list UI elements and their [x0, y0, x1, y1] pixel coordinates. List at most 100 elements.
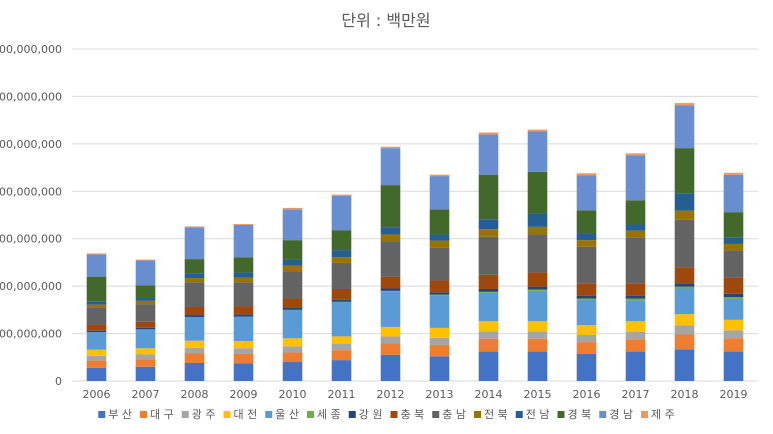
bar-segment — [233, 348, 254, 354]
bar-segment — [576, 298, 597, 300]
bar-segment — [527, 234, 548, 273]
bar-segment — [184, 259, 205, 274]
bar-segment — [331, 288, 352, 300]
legend-label: 세 종 — [317, 408, 341, 421]
y-tick-label: 600,000,000 — [0, 90, 62, 103]
bar-segment — [429, 234, 450, 241]
bar-segment — [380, 288, 401, 291]
bar-segment — [233, 224, 254, 258]
bar-segment — [282, 240, 303, 260]
bar-segment — [282, 209, 303, 241]
bar-segment — [674, 148, 695, 194]
legend-label: 전 북 — [484, 408, 508, 421]
bar-segment — [429, 356, 450, 381]
bar-segment — [380, 326, 401, 337]
bar-segment — [86, 332, 107, 350]
chart-title: 단위 : 백만원 — [341, 11, 430, 30]
bar-segment — [135, 321, 156, 328]
legend-swatch — [348, 411, 356, 418]
bar-segment — [674, 210, 695, 220]
bar-segment — [478, 331, 499, 339]
bar-segment — [625, 237, 646, 284]
x-tick-label: 2012 — [377, 388, 405, 401]
bar-segment — [233, 316, 254, 342]
bar-segment — [576, 246, 597, 284]
bar-segment — [282, 207, 303, 210]
bar-segment — [331, 194, 352, 197]
bars — [86, 103, 744, 381]
bar-segment — [282, 259, 303, 266]
bar-segment — [527, 289, 548, 291]
bar-segment — [233, 277, 254, 283]
bar-segment — [429, 209, 450, 235]
bar-segment — [380, 276, 401, 289]
legend-swatch — [98, 411, 106, 418]
y-tick-label: 400,000,000 — [0, 185, 62, 198]
bar-segment — [723, 330, 744, 339]
bar-segment — [625, 224, 646, 231]
bar-segment — [184, 353, 205, 363]
legend-swatch — [181, 411, 189, 418]
bar-segment — [135, 348, 156, 355]
bar-segment — [86, 276, 107, 302]
bar-segment — [674, 288, 695, 315]
bar-segment — [723, 237, 744, 244]
bar-segment — [86, 324, 107, 331]
bar-segment — [478, 291, 499, 293]
bar-segment — [429, 295, 450, 328]
bar-segment — [576, 334, 597, 343]
bar-segment — [429, 292, 450, 295]
bar-segment — [282, 298, 303, 308]
bar-segment — [527, 290, 548, 322]
bar-segment — [429, 174, 450, 177]
bar-segment — [478, 174, 499, 220]
bar-segment — [478, 134, 499, 175]
bar-segment — [233, 224, 254, 225]
legend-swatch — [390, 411, 398, 418]
bar-segment — [576, 210, 597, 234]
x-tick-label: 2016 — [573, 388, 601, 401]
bar-segment — [282, 352, 303, 363]
legend-item: 대 전 — [223, 408, 257, 421]
bar-segment — [184, 316, 205, 341]
bar-segment — [674, 283, 695, 287]
legend-swatch — [474, 411, 481, 418]
bar-segment — [478, 219, 499, 230]
bar-segment — [723, 174, 744, 213]
legend-item: 세 종 — [307, 408, 341, 421]
legend-item: 경 북 — [557, 408, 591, 421]
bar-segment — [184, 362, 205, 381]
bar-segment — [576, 283, 597, 296]
bar-segment — [86, 254, 107, 277]
legend-label: 광 주 — [192, 408, 216, 421]
bar-segment — [86, 301, 107, 305]
legend-item: 울 산 — [265, 408, 299, 421]
bar-segment — [233, 257, 254, 273]
bar-segment — [380, 234, 401, 242]
y-tick-label: 200,000,000 — [0, 280, 62, 293]
bar-segment — [576, 240, 597, 247]
bar-segment — [233, 353, 254, 364]
x-tick-label: 2017 — [622, 388, 650, 401]
bar-segment — [625, 351, 646, 381]
bar-segment — [674, 314, 695, 326]
bar-segment — [282, 346, 303, 353]
bar-segment — [380, 227, 401, 235]
bar-segment — [478, 288, 499, 292]
bar-segment — [135, 260, 156, 286]
bar-segment — [86, 330, 107, 333]
x-tick-label: 2019 — [720, 388, 748, 401]
bar-segment — [674, 105, 695, 149]
legend-item: 대 구 — [140, 408, 174, 421]
bar-segment — [576, 175, 597, 211]
bar-segment — [674, 193, 695, 211]
legend-item: 충 북 — [390, 408, 424, 421]
x-tick-label: 2018 — [671, 388, 699, 401]
legend-label: 경 남 — [609, 408, 633, 421]
bar-segment — [625, 153, 646, 156]
bar-segment — [380, 354, 401, 381]
bar-segment — [282, 309, 303, 339]
legend-swatch — [140, 411, 147, 418]
y-tick-label: 700,000,000 — [0, 43, 62, 56]
bar-segment — [576, 173, 597, 176]
